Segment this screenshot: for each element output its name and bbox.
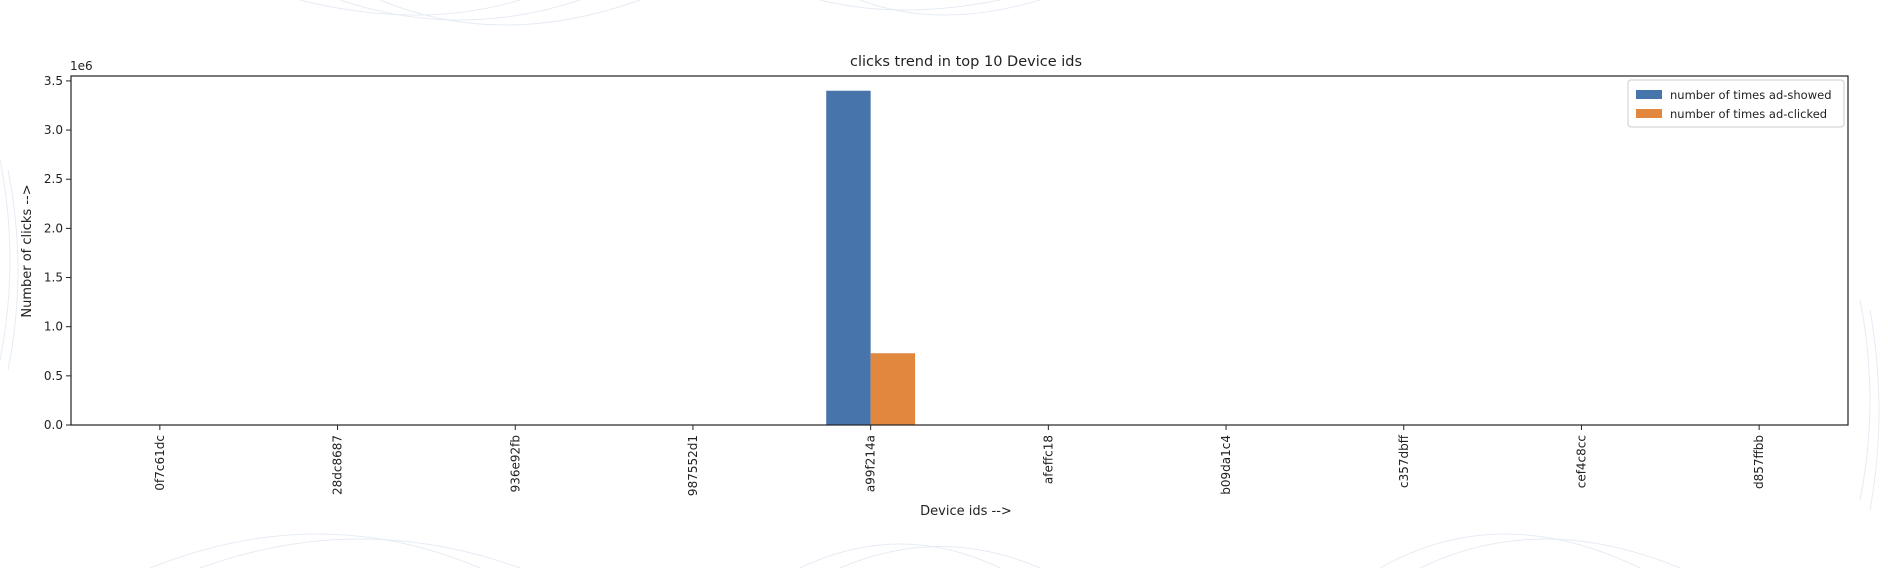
x-tick-label: d857ffbb [1752,435,1766,489]
legend-label: number of times ad-clicked [1670,107,1827,121]
legend-label: number of times ad-showed [1670,88,1832,102]
x-tick-label: afeffc18 [1041,435,1055,484]
legend-box [1627,79,1845,128]
legend-swatch [1636,90,1662,99]
y-tick-label: 1.5 [44,271,63,285]
x-tick-label: cef4c8cc [1574,435,1588,488]
y-tick-label: 0.0 [44,418,63,432]
x-tick-label: a99f214a [864,435,878,492]
bar-showed-a99f214a [826,90,871,426]
x-tick-label: 0f7c61dc [153,435,167,491]
legend: number of times ad-showed number of times… [1627,79,1845,128]
y-axis-label: Number of clicks --> [20,184,35,317]
y-offset-label: 1e6 [70,59,93,73]
x-axis-label: Device ids --> [920,504,1012,519]
x-tick-label: 28dc8687 [331,435,345,495]
x-tick-label: 936e92fb [508,435,522,492]
x-tick-label: 987552d1 [686,435,700,496]
x-tick-label: b09da1c4 [1219,435,1233,495]
y-tick-label: 0.5 [44,369,63,383]
bar-clicked-a99f214a [870,353,916,425]
y-tick-label: 2.5 [44,172,63,186]
chart-title: clicks trend in top 10 Device ids [850,54,1082,70]
plot-area-frame [70,75,1849,426]
y-tick-label: 2.0 [44,221,63,235]
legend-swatch [1636,109,1662,118]
y-tick-label: 1.0 [44,320,63,334]
y-tick-label: 3.5 [44,74,63,88]
x-tick-label: c357dbff [1397,434,1411,488]
y-tick-label: 3.0 [44,123,63,137]
